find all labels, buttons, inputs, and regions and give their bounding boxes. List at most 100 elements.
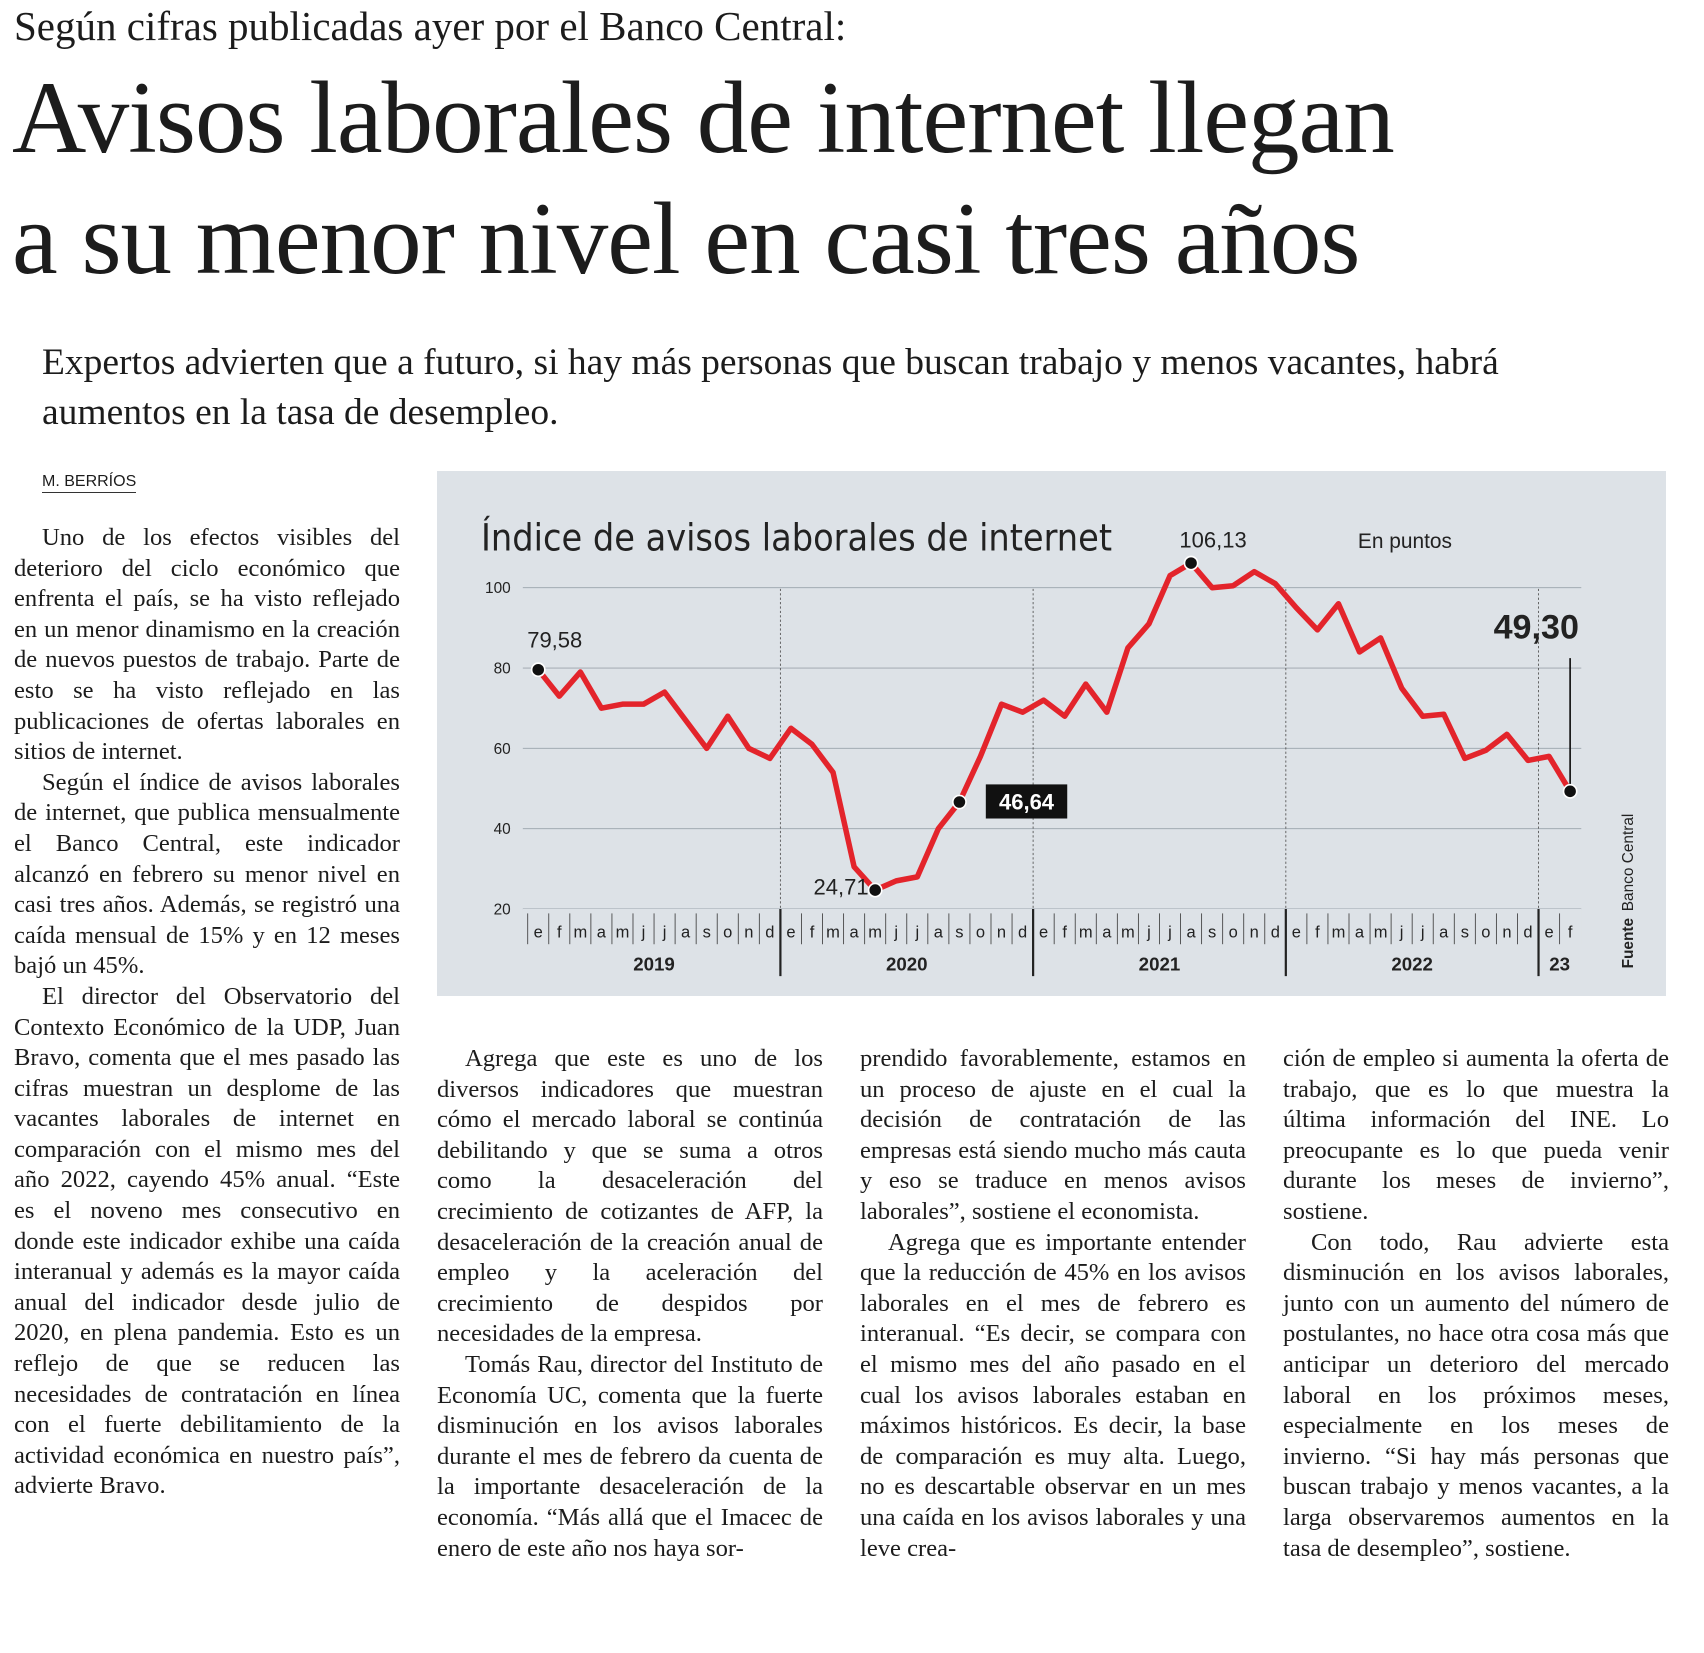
chart-subtitle: En puntos [1358, 530, 1452, 553]
paragraph: El director del Observatorio del Context… [14, 982, 400, 1500]
headline-line: Avisos laborales de internet llegan [12, 61, 1395, 175]
y-tick-label: 40 [494, 821, 511, 838]
x-tick-label: a [1186, 924, 1196, 942]
y-tick-label: 100 [485, 580, 511, 597]
x-tick-label: f [810, 924, 815, 942]
x-tick-label: o [723, 924, 732, 942]
headline: Avisos laborales de internet llegan a su… [12, 58, 1395, 300]
data-point [530, 662, 546, 678]
x-tick-label: n [1250, 924, 1259, 942]
x-tick-label: j [662, 924, 667, 942]
x-tick-label: m [616, 924, 630, 942]
x-tick-label: d [1523, 924, 1532, 942]
x-tick-label: n [997, 924, 1006, 942]
year-label: 2021 [1139, 954, 1181, 975]
x-tick-label: d [765, 924, 774, 942]
x-tick-label: a [1102, 924, 1112, 942]
byline: M. BERRÍOS [42, 473, 137, 493]
x-tick-label: n [744, 924, 753, 942]
paragraph: Agrega que es importante entender que la… [860, 1228, 1246, 1562]
x-tick-label: a [850, 924, 860, 942]
x-tick-label: e [1292, 924, 1301, 942]
data-line [535, 560, 1573, 893]
label-box [985, 784, 1068, 819]
x-tick-label: e [1544, 924, 1553, 942]
source-label: Fuente [1620, 918, 1637, 969]
x-tick-label: f [1568, 924, 1573, 942]
x-tick-label: o [1229, 924, 1238, 942]
x-tick-label: a [681, 924, 691, 942]
x-tick-label: n [1502, 924, 1511, 942]
x-tick-label: m [826, 924, 840, 942]
x-tick-label: s [703, 924, 711, 942]
paragraph: Agrega que este es uno de los diversos i… [437, 1045, 823, 1348]
deck: Expertos advierten que a futuro, si hay … [42, 342, 1499, 433]
x-tick-label: j [1399, 924, 1404, 942]
y-tick-label: 80 [494, 661, 511, 678]
chart-panel: Índice de avisos laborales de internet E… [437, 471, 1666, 996]
text-column: Agrega que este es uno de los diversos i… [437, 1044, 823, 1564]
source: Fuente Banco Central [1620, 814, 1637, 969]
x-tick-label: j [1167, 924, 1172, 942]
value-label: 79,58 [527, 628, 582, 653]
x-tick-label: j [893, 924, 898, 942]
x-tick-label: f [1315, 924, 1320, 942]
value-label: 46,64 [999, 790, 1055, 815]
y-tick-label: 60 [494, 741, 511, 758]
x-tick-label: j [641, 924, 646, 942]
paragraph: Uno de los efectos visibles del deterior… [14, 524, 400, 766]
x-tick-label: j [1420, 924, 1425, 942]
x-tick-label: f [557, 924, 562, 942]
chart-title: Índice de avisos laborales de internet [481, 515, 1112, 559]
month-strip [522, 908, 1582, 945]
value-label: 49,30 [1494, 608, 1579, 646]
paragraph: Según el índice de avisos laborales de i… [14, 768, 400, 980]
paragraph: prendido favorablemente, estamos en un p… [860, 1045, 1246, 1225]
x-tick-label: m [868, 924, 882, 942]
x-tick-label: o [976, 924, 985, 942]
year-label: 2020 [886, 954, 928, 975]
x-tick-label: j [914, 924, 919, 942]
year-label: 2022 [1391, 954, 1433, 975]
x-tick-label: o [1481, 924, 1490, 942]
y-tick-label: 20 [494, 901, 511, 918]
x-tick-label: m [1079, 924, 1093, 942]
x-tick-label: a [1355, 924, 1365, 942]
source-text: Banco Central [1620, 814, 1637, 912]
headline-line: a su menor nivel en casi tres años [12, 182, 1360, 296]
data-point [1183, 555, 1199, 571]
x-tick-label: f [1062, 924, 1067, 942]
x-tick-label: m [573, 924, 587, 942]
x-tick-label: a [934, 924, 944, 942]
x-tick-label: a [597, 924, 607, 942]
x-tick-label: m [1374, 924, 1388, 942]
text-column: prendido favorablemente, estamos en un p… [860, 1044, 1246, 1564]
text-column: Uno de los efectos visibles del deterior… [14, 523, 400, 1502]
value-label: 24,71 [814, 874, 869, 899]
x-tick-label: d [1271, 924, 1280, 942]
data-point [951, 794, 967, 810]
x-tick-label: e [1039, 924, 1048, 942]
value-label: 106,13 [1179, 528, 1246, 553]
year-label: 23 [1549, 954, 1570, 975]
year-label: 2019 [633, 954, 675, 975]
chart: Índice de avisos laborales de internet E… [481, 515, 1637, 977]
data-point [867, 882, 883, 898]
paragraph: ción de empleo si aumenta la oferta de t… [1283, 1045, 1669, 1225]
x-tick-label: e [534, 924, 543, 942]
text-column: ción de empleo si aumenta la oferta de t… [1283, 1044, 1669, 1564]
paragraph: Tomás Rau, director del Instituto de Eco… [437, 1350, 823, 1562]
x-tick-label: s [1461, 924, 1469, 942]
x-tick-label: s [1208, 924, 1216, 942]
data-point [1562, 783, 1578, 799]
x-tick-label: j [1146, 924, 1151, 942]
x-tick-label: e [786, 924, 795, 942]
x-tick-label: m [1332, 924, 1346, 942]
paragraph: Con todo, Rau advierte esta disminución … [1283, 1228, 1669, 1562]
x-tick-label: d [1018, 924, 1027, 942]
x-tick-label: a [1439, 924, 1449, 942]
x-tick-label: m [1121, 924, 1135, 942]
x-tick-label: s [955, 924, 963, 942]
kicker: Según cifras publicadas ayer por el Banc… [14, 3, 847, 49]
